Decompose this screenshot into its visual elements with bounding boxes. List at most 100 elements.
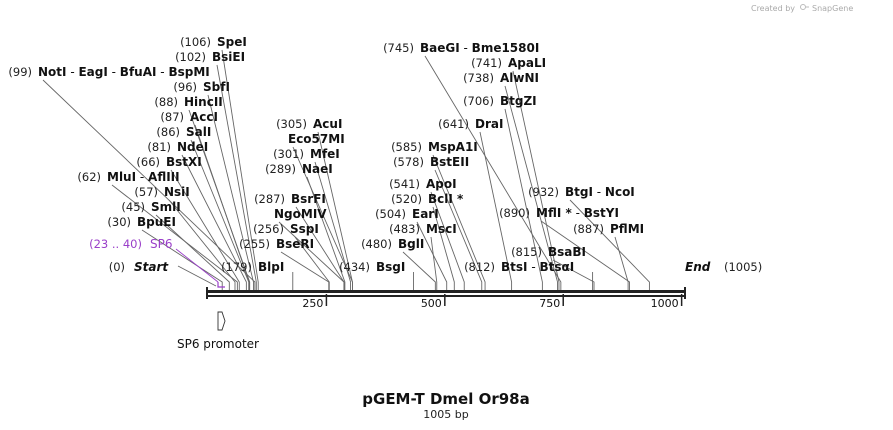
site-name: ApoI (426, 177, 457, 191)
site-msci[interactable]: (483) MscI (389, 222, 457, 236)
site-label: PflMI (610, 222, 644, 236)
site-bstxi[interactable]: (66) BstXI (136, 155, 201, 169)
site-label: BpuEI (137, 215, 176, 229)
site-leader-line (190, 139, 250, 290)
site-leader-line (306, 176, 346, 290)
site-name: DraI (475, 117, 503, 131)
site-pflmi[interactable]: (887) PflMI (573, 222, 644, 236)
site-label: BsgI (376, 260, 405, 274)
site-acui[interactable]: (305) AcuI (276, 117, 342, 131)
site-bsiei[interactable]: (102) BsiEI (175, 50, 245, 64)
restriction-sites: (106) SpeI (102) BsiEI (99) NotI - EagI - Bfu… (8, 35, 644, 274)
site-eco57mi[interactable]: Eco57MI (288, 132, 345, 146)
snapgene-logo-icon (800, 4, 809, 10)
sp6-feature-mark[interactable] (217, 282, 225, 288)
site-mfei[interactable]: (301) MfeI (273, 147, 340, 161)
site-label: BsrFI (291, 192, 326, 206)
site-label: MflI * - BstYI (536, 206, 619, 220)
site-name: BsaBI (548, 245, 586, 259)
site-position: (585) (391, 140, 422, 154)
site-leader-line (170, 169, 240, 290)
site-leader-line (181, 154, 247, 290)
sp6-feature-label[interactable]: SP6 (150, 237, 173, 251)
site-position: (815) (511, 245, 542, 259)
site-label: AcuI (313, 117, 342, 131)
site-position: (520) (391, 192, 422, 206)
site-separator: - (528, 260, 540, 274)
site-name: BtgZI (500, 94, 537, 108)
site-name: BtsI (501, 260, 528, 274)
site-spei[interactable]: (106) SpeI (180, 35, 247, 49)
site-bsabi[interactable]: (815) BsaBI (511, 245, 586, 259)
site-hincii[interactable]: (88) HincII (154, 95, 222, 109)
site-bseri[interactable]: (255) BseRI (239, 237, 314, 251)
site-position: (86) (156, 125, 180, 139)
site-bcli[interactable]: (520) BclI * (391, 192, 464, 206)
site-name: AccI (190, 110, 218, 124)
map-length: 1005 bp (423, 408, 468, 421)
site-mfli[interactable]: (890) MflI * - BstYI (499, 206, 619, 220)
site-name: SpeI (217, 35, 247, 49)
site-baegi[interactable]: (745) BaeGI - Bme1580I (383, 41, 539, 55)
site-sali[interactable]: (86) SalI (156, 125, 211, 139)
site-separator: - (572, 206, 584, 220)
site-name: Bme1580I (472, 41, 540, 55)
site-eari[interactable]: (504) EarI (375, 207, 439, 221)
end-label: End (685, 260, 711, 274)
site-btsi[interactable]: (812) BtsI - BtsαI (464, 260, 574, 274)
site-drai[interactable]: (641) DraI (438, 117, 503, 131)
site-ndei[interactable]: (81) NdeI (147, 140, 208, 154)
site-position: (541) (389, 177, 420, 191)
site-noti[interactable]: (99) NotI - EagI - BfuAI - BspMI (8, 65, 209, 79)
site-separator: - (156, 65, 168, 79)
site-position: (57) (134, 185, 158, 199)
site-leader-line (294, 236, 330, 290)
site-name: BsiEI (212, 50, 245, 64)
site-name: NcoI (605, 185, 635, 199)
promoter-arrow-icon[interactable] (217, 311, 226, 331)
site-name: MscI (426, 222, 457, 236)
site-position: (305) (276, 117, 307, 131)
site-ngomiv[interactable]: NgoMIV (274, 207, 327, 221)
scale-ticks: 250 500 750 1000 (302, 294, 683, 310)
credit-text: Created by (751, 4, 795, 13)
site-nsii[interactable]: (57) NsiI (134, 185, 189, 199)
site-sspi[interactable]: (256) SspI (253, 222, 319, 236)
site-position: (287) (254, 192, 285, 206)
site-apoi[interactable]: (541) ApoI (389, 177, 457, 191)
site-alwni[interactable]: (738) AlwNI (463, 71, 539, 85)
site-leader-line (614, 236, 629, 290)
site-name: NaeI (302, 162, 333, 176)
site-position: (706) (463, 94, 494, 108)
site-position: (87) (160, 110, 184, 124)
site-leader-line (216, 64, 257, 290)
site-blpi[interactable]: (179) BlpI (221, 260, 284, 274)
site-btgzi[interactable]: (706) BtgZI (463, 94, 537, 108)
site-mlui[interactable]: (62) MluI - AflIII (77, 170, 179, 184)
site-leader-line (504, 108, 543, 290)
site-apali[interactable]: (741) ApaLI (471, 56, 546, 70)
site-btgi[interactable]: (932) BtgI - NcoI (528, 185, 635, 199)
site-name: SspI (290, 222, 319, 236)
site-naei[interactable]: (289) NaeI (265, 162, 333, 176)
site-position: (96) (173, 80, 197, 94)
site-bsrfi[interactable]: (287) BsrFI (254, 192, 326, 206)
site-bsgi[interactable]: (434) BsgI (339, 260, 405, 274)
site-bgli[interactable]: (480) BglI (361, 237, 424, 251)
site-leader-line (207, 94, 254, 290)
site-smli[interactable]: (45) SmlI (121, 200, 180, 214)
site-leader-line (314, 161, 352, 290)
site-name: BpuEI (137, 215, 176, 229)
site-sbfi[interactable]: (96) SbfI (173, 80, 230, 94)
site-position: (62) (77, 170, 101, 184)
site-position: (483) (389, 222, 420, 236)
site-name: BfuAI (120, 65, 157, 79)
site-name: EagI (78, 65, 107, 79)
site-position: (45) (121, 200, 145, 214)
site-mspa1i[interactable]: (585) MspA1I (391, 140, 478, 154)
site-bsteii[interactable]: (578) BstEII (393, 155, 469, 169)
site-acci[interactable]: (87) AccI (160, 110, 218, 124)
site-bpuei[interactable]: (30) BpuEI (107, 215, 176, 229)
site-label: SspI (290, 222, 319, 236)
site-label: ApoI (426, 177, 457, 191)
